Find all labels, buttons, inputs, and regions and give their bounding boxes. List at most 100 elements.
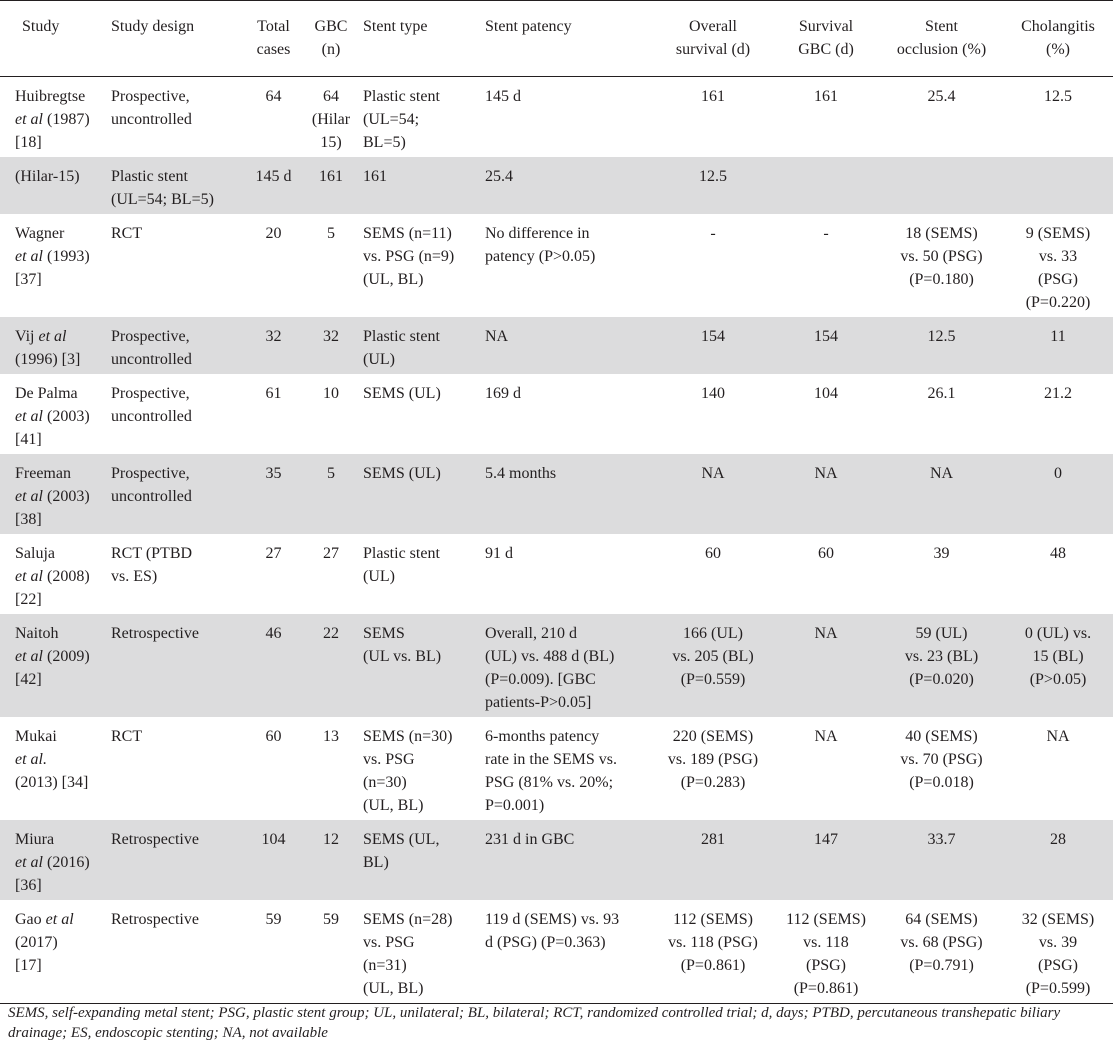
cell-total-cases: 104	[261, 831, 286, 848]
study-year-ref: (2009) [42]	[15, 648, 90, 688]
study-year-ref: (2017) [17]	[15, 934, 58, 974]
cell-stent-occlusion	[880, 157, 1003, 214]
cell-stent-patency: 145 d	[485, 88, 521, 105]
cell-study-design: RCT	[111, 728, 143, 745]
study-author: Wagner	[15, 225, 65, 242]
cell-overall-survival: 220 (SEMS) vs. 189 (PSG) (P=0.283)	[667, 728, 759, 791]
study-author: (Hilar-15)	[15, 168, 80, 185]
cell-total-cases: 64	[265, 88, 282, 105]
table-row: De Palma et al (2003) [41] Prospective, u…	[0, 374, 1113, 454]
table-row: Gao et al (2017) [17] Retrospective 59 59 SE…	[0, 900, 1113, 1004]
cell-survival-gbc: NA	[814, 625, 838, 642]
cell-stent-type: SEMS (n=30) vs. PSG (n=30) (UL, BL)	[363, 728, 453, 814]
cell-study: Naitoh et al (2009) [42]	[0, 614, 105, 717]
cell-gbc: 13	[323, 728, 339, 745]
cell-overall-survival: 166 (UL) vs. 205 (BL) (P=0.559)	[672, 625, 754, 688]
cell-survival-gbc: NA	[814, 465, 838, 482]
cell-gbc: 161	[319, 168, 343, 185]
table-row: Mukai et al. (2013) [34] RCT 60 13 SEMS (n=3…	[0, 717, 1113, 820]
cell-overall-survival: NA	[701, 465, 725, 482]
cell-overall-survival: 140	[701, 385, 725, 402]
cell-cholangitis: 32 (SEMS) vs. 39 (PSG) (P=0.599)	[1003, 900, 1113, 1004]
cell-overall-survival: 154	[701, 328, 725, 345]
cell-study: Freeman et al (2003) [38]	[0, 454, 105, 534]
cell-total-cases: 145 d	[255, 168, 292, 185]
cell-stent-occlusion: 64 (SEMS) vs. 68 (PSG) (P=0.791)	[880, 900, 1003, 1004]
cell-study-design: Retrospective	[111, 625, 199, 642]
cell-study: (Hilar-15)	[0, 157, 105, 214]
cell-overall-survival: 112 (SEMS) vs. 118 (PSG) (P=0.861)	[654, 900, 772, 1004]
cell-overall-survival: 60	[705, 545, 721, 562]
table-row: (Hilar-15) Plastic stent (UL=54; BL=5) 145…	[0, 157, 1113, 214]
cell-overall-survival: 281	[701, 831, 725, 848]
header-study: Study	[0, 0, 105, 77]
cell-study: Miura et al (2016) [36]	[0, 820, 105, 900]
study-et-al: et al	[15, 248, 43, 265]
cell-stent-type: SEMS (n=28) vs. PSG (n=31) (UL, BL)	[357, 900, 479, 1004]
study-author: Freeman	[15, 465, 71, 482]
study-year-ref: (2008) [22]	[15, 568, 90, 608]
study-author: Saluja	[15, 545, 55, 562]
header-row: Study Study design Total cases GBC (n) S…	[0, 0, 1113, 77]
cell-stent-patency: 25.4	[485, 168, 513, 185]
study-year-ref: (1987) [18]	[15, 111, 90, 151]
cell-stent-occlusion: NA	[929, 465, 954, 482]
cell-stent-occlusion: 26.1	[927, 385, 956, 402]
cell-stent-type: Plastic stent (UL=54; BL=5)	[363, 88, 440, 151]
study-author: Huibregtse	[15, 88, 86, 105]
study-et-al: et al.	[15, 751, 47, 768]
header-stent-occlusion: Stent occlusion (%)	[880, 0, 1003, 77]
cell-stent-occlusion: 18 (SEMS) vs. 50 (PSG) (P=0.180)	[900, 225, 983, 288]
study-year-ref: (2013) [34]	[15, 774, 89, 791]
cell-gbc: 5	[327, 225, 335, 242]
cell-cholangitis: 48	[1050, 545, 1066, 562]
cell-study-design: Prospective, uncontrolled	[111, 328, 192, 368]
cell-study-design: RCT (PTBD vs. ES)	[111, 545, 193, 585]
study-author: Mukai	[15, 728, 57, 745]
cell-stent-occlusion: 40 (SEMS) vs. 70 (PSG) (P=0.018)	[900, 728, 983, 791]
header-total-cases: Total cases	[242, 0, 305, 77]
cell-stent-type: SEMS (UL)	[363, 385, 441, 402]
cell-survival-gbc: 112 (SEMS) vs. 118 (PSG) (P=0.861)	[772, 900, 880, 1004]
table-body: Huibregtse et al (1987) [18] Prospective,…	[0, 76, 1113, 1004]
cell-gbc: 12	[323, 831, 339, 848]
table-row: Saluja et al (2008) [22] RCT (PTBD vs. ES…	[0, 534, 1113, 614]
cell-survival-gbc	[772, 157, 880, 214]
table-footnote: SEMS, self-expanding metal stent; PSG, p…	[8, 1005, 1061, 1041]
study-et-al: et al	[15, 408, 43, 425]
cell-stent-patency: Overall, 210 d (UL) vs. 488 d (BL) (P=0.…	[485, 625, 615, 711]
cell-survival-gbc: 154	[814, 328, 838, 345]
cell-cholangitis: 12.5	[1044, 88, 1072, 105]
cell-total-cases: 35	[265, 465, 282, 482]
study-et-al: et al	[38, 328, 67, 345]
table-row: Freeman et al (2003) [38] Prospective, un…	[0, 454, 1113, 534]
cell-gbc: 64 (Hilar 15)	[311, 88, 351, 151]
cell-stent-type: SEMS (UL, BL)	[363, 831, 440, 871]
cell-study-design: Retrospective	[111, 831, 199, 848]
cell-stent-occlusion: 39	[933, 545, 950, 562]
cell-total-cases: 46	[265, 625, 282, 642]
cell-total-cases: 59	[242, 900, 305, 1004]
cell-cholangitis: 9 (SEMS) vs. 33 (PSG) (P=0.220)	[1025, 225, 1091, 311]
cell-study: Huibregtse et al (1987) [18]	[0, 77, 105, 158]
cell-stent-occlusion: 12.5	[927, 328, 956, 345]
cell-stent-patency: 6-months patency rate in the SEMS vs. PS…	[485, 728, 617, 814]
cell-stent-type: SEMS (UL)	[363, 465, 441, 482]
study-et-al: et al	[45, 911, 74, 928]
header-overall-survival: Overall survival (d)	[654, 0, 772, 77]
cell-stent-patency: 91 d	[485, 545, 513, 562]
cell-overall-survival: -	[710, 225, 716, 242]
cell-stent-occlusion: 25.4	[927, 88, 956, 105]
header-cholangitis: Cholangitis (%)	[1003, 0, 1113, 77]
cell-stent-type: Plastic stent (UL)	[363, 545, 440, 585]
study-et-al: et al	[15, 854, 43, 871]
cell-stent-patency: 5.4 months	[485, 465, 557, 482]
cell-study-design: Retrospective	[105, 900, 242, 1004]
header-stent-type: Stent type	[357, 0, 479, 77]
cell-total-cases: 32	[265, 328, 282, 345]
cell-gbc: 59	[305, 900, 357, 1004]
cell-study: Gao et al (2017) [17]	[0, 900, 105, 1004]
cell-gbc: 32	[323, 328, 339, 345]
cell-study: Mukai et al. (2013) [34]	[0, 717, 105, 820]
